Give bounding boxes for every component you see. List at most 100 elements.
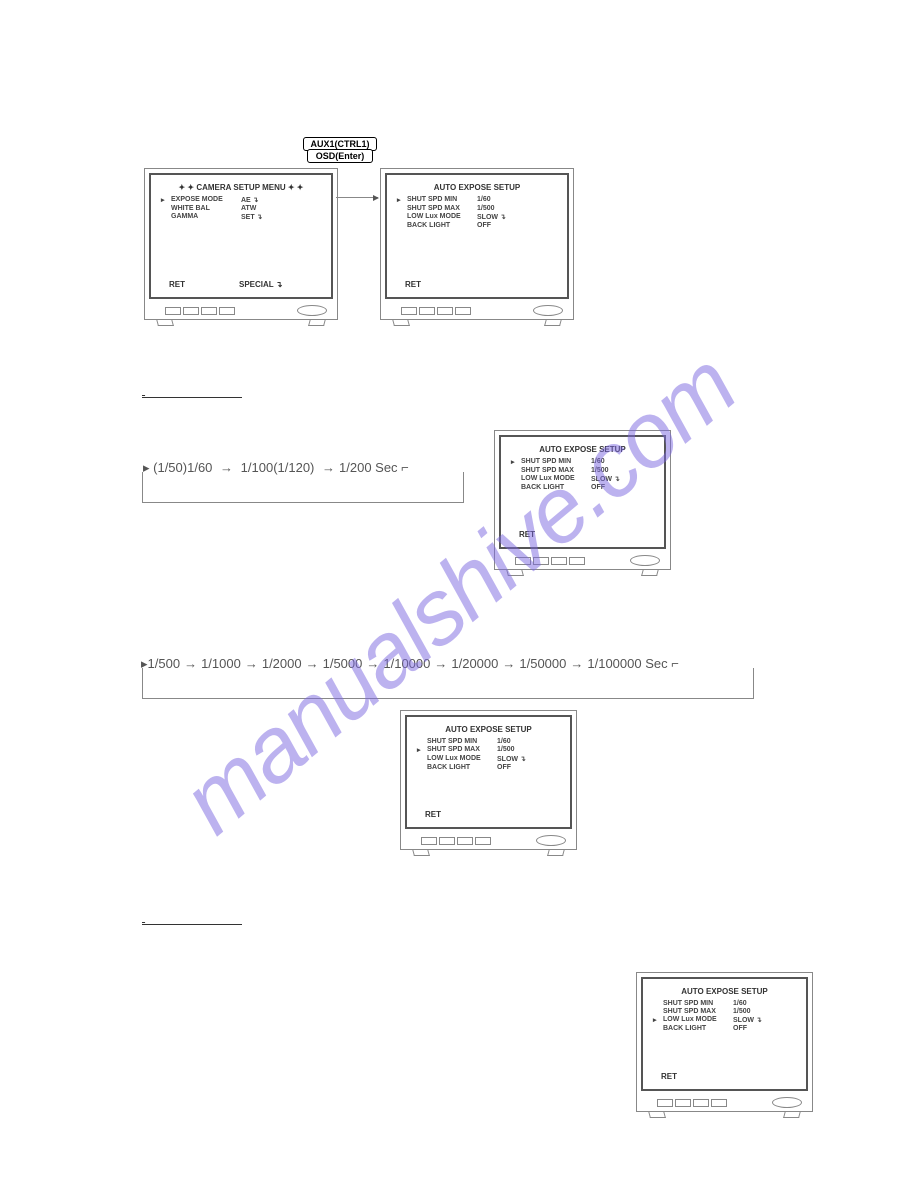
menu-ret: RET [519,530,535,539]
row-label: SHUT SPD MIN [521,458,591,466]
menu-ret: RET [425,810,441,819]
cycle-box-shut-min: ▸ (1/50)1/60 → 1/100(1/120) →1/200 Sec ⌐ [142,472,464,503]
monitor-knob [536,835,566,846]
monitor-buttons [421,837,491,845]
row-label: SHUT SPD MIN [663,1000,733,1007]
row-label: BACK LIGHT [407,222,477,229]
row-arrow [653,1008,663,1015]
row-arrow [397,205,407,212]
monitor-auto-expose-1: AUTO EXPOSE SETUP ▸SHUT SPD MIN1/60 SHUT… [380,168,574,320]
row-arrow [397,222,407,229]
menu-row: ▸SHUT SPD MIN1/60 [511,458,654,466]
row-label: LOW Lux MODE [407,213,477,221]
row-val: OFF [591,484,654,491]
monitor-foot [412,849,430,856]
monitor-buttons [657,1099,727,1107]
menu-title: ✦ ✦ CAMERA SETUP MENU ✦ ✦ [161,183,321,192]
menu-title: AUTO EXPOSE SETUP [397,183,557,192]
row-label: SHUT SPD MAX [427,746,497,754]
monitor-foot [156,319,174,326]
connect-arrow [336,197,378,198]
menu-ret: RET [661,1072,677,1081]
monitor-foot [641,569,659,576]
row-arrow: ▸ [511,458,521,466]
row-label: SHUT SPD MIN [407,196,477,204]
monitor-buttons [515,557,585,565]
section-underline [142,912,242,925]
row-val: AE ↴ [241,196,321,204]
row-arrow: ▸ [161,196,171,204]
monitor-foot [648,1111,666,1118]
menu-row: LOW Lux MODESLOW ↴ [511,475,654,483]
row-arrow [161,213,171,221]
monitor-knob [630,555,660,566]
cycle-item: 1/200 Sec [339,460,398,475]
row-label: LOW Lux MODE [427,755,497,763]
row-arrow: ▸ [417,746,427,754]
cycle-box-shut-max: ▸1/500→1/1000→1/2000→1/5000→1/10000→1/20… [142,668,754,699]
monitor-knob [772,1097,802,1108]
menu-row: ▸LOW Lux MODESLOW ↴ [653,1016,796,1024]
menu-row: SHUT SPD MAX1/500 [397,205,557,212]
cycle-item: 1/2000 [262,656,302,671]
row-label: SHUT SPD MAX [407,205,477,212]
cycle-item: 1/100000 Sec [587,656,667,671]
menu-row: ▸EXPOSE MODEAE ↴ [161,196,321,204]
row-arrow [653,1000,663,1007]
monitor-auto-expose-2: AUTO EXPOSE SETUP ▸SHUT SPD MIN1/60 SHUT… [494,430,671,570]
row-label: SHUT SPD MAX [663,1008,733,1015]
row-label: GAMMA [171,213,241,221]
menu-row: LOW Lux MODESLOW ↴ [417,755,560,763]
menu-row: SHUT SPD MIN1/60 [653,1000,796,1007]
row-arrow: ▸ [653,1016,663,1024]
row-val: 1/60 [733,1000,796,1007]
row-val: 1/500 [497,746,560,754]
monitor-camera-setup: ✦ ✦ CAMERA SETUP MENU ✦ ✦ ▸EXPOSE MODEAE… [144,168,338,320]
osd-button[interactable]: OSD(Enter) [307,149,373,163]
row-label: LOW Lux MODE [521,475,591,483]
menu-row: SHUT SPD MAX1/500 [653,1008,796,1015]
monitor-foot [544,319,562,326]
menu-row: BACK LIGHTOFF [653,1025,796,1032]
cycle-item: 1/500 [148,656,181,671]
row-val: SLOW ↴ [477,213,557,221]
row-label: WHITE BAL [171,205,241,212]
menu-row: WHITE BALATW [161,205,321,212]
menu-row: BACK LIGHTOFF [397,222,557,229]
monitor-foot [506,569,524,576]
monitor-auto-expose-3: AUTO EXPOSE SETUP SHUT SPD MIN1/60 ▸SHUT… [400,710,577,850]
row-label: BACK LIGHT [427,764,497,771]
cycle-item: 1/10000 [383,656,430,671]
monitor-buttons [401,307,471,315]
row-arrow [511,475,521,483]
monitor-knob [297,305,327,316]
cycle-item: 1/50000 [519,656,566,671]
menu-row: LOW Lux MODESLOW ↴ [397,213,557,221]
row-arrow [397,213,407,221]
menu-row: ▸SHUT SPD MAX1/500 [417,746,560,754]
row-val: SET ↴ [241,213,321,221]
menu-row: BACK LIGHTOFF [417,764,560,771]
menu-row: SHUT SPD MAX1/500 [511,467,654,474]
monitor-buttons [165,307,235,315]
monitor-foot [783,1111,801,1118]
row-val: 1/500 [591,467,654,474]
row-label: SHUT SPD MAX [521,467,591,474]
row-val: SLOW ↴ [591,475,654,483]
menu-row: ▸SHUT SPD MIN1/60 [397,196,557,204]
row-label: LOW Lux MODE [663,1016,733,1024]
row-val: 1/60 [497,738,560,745]
cycle-item: 1/100(1/120) [241,460,315,475]
row-arrow [511,467,521,474]
monitor-foot [308,319,326,326]
row-label: BACK LIGHT [663,1025,733,1032]
row-val: OFF [497,764,560,771]
row-label: EXPOSE MODE [171,196,241,204]
monitor-auto-expose-4: AUTO EXPOSE SETUP SHUT SPD MIN1/60 SHUT … [636,972,813,1112]
row-arrow [417,755,427,763]
cycle-item: (1/50)1/60 [153,460,212,475]
monitor-foot [392,319,410,326]
row-val: 1/500 [477,205,557,212]
cycle-item: 1/1000 [201,656,241,671]
menu-special: SPECIAL ↴ [239,280,282,289]
